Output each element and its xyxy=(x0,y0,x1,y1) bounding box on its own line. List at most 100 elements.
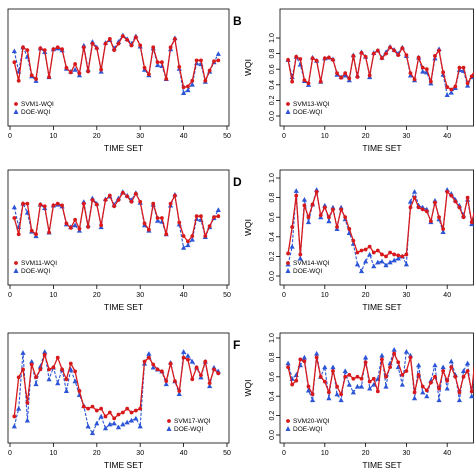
data-point-doe xyxy=(285,360,291,366)
panel-letter: B xyxy=(233,14,242,28)
data-point-svm xyxy=(177,64,182,69)
data-point-svm xyxy=(29,73,34,78)
data-point-svm xyxy=(173,37,177,41)
data-point-svm xyxy=(216,371,221,376)
data-point-svm xyxy=(186,357,190,362)
legend-marker-doe xyxy=(285,426,291,431)
data-point-svm xyxy=(103,41,108,46)
series-line-svm xyxy=(13,35,219,89)
data-point-doe xyxy=(33,381,39,387)
data-point-doe xyxy=(407,198,414,204)
data-point-doe xyxy=(102,425,109,431)
data-point-svm xyxy=(51,47,56,52)
x-tick-label: 30 xyxy=(403,450,411,457)
data-point-svm xyxy=(449,87,454,92)
data-point-svm xyxy=(314,355,319,360)
x-tick-label: 40 xyxy=(443,450,451,457)
data-point-svm xyxy=(339,207,344,212)
data-point-svm xyxy=(384,254,388,259)
data-point-svm xyxy=(290,225,295,229)
data-point-svm xyxy=(155,216,160,220)
data-point-doe xyxy=(154,218,161,223)
data-point-svm xyxy=(367,73,372,78)
data-point-doe xyxy=(89,430,96,436)
data-point-svm xyxy=(461,215,466,220)
data-point-svm xyxy=(73,369,77,374)
data-point-svm xyxy=(428,219,433,224)
data-point-svm xyxy=(286,365,290,369)
data-point-svm xyxy=(21,367,25,372)
data-point-svm xyxy=(81,45,86,50)
data-point-svm xyxy=(371,376,376,381)
x-axis-label: TIME SET xyxy=(104,302,143,312)
data-point-svm xyxy=(142,65,147,70)
data-point-svm xyxy=(400,372,405,377)
x-tick-label: 30 xyxy=(403,133,411,140)
data-point-doe xyxy=(107,421,113,427)
data-point-svm xyxy=(81,404,86,409)
data-point-svm xyxy=(331,57,335,62)
data-point-svm xyxy=(77,71,82,76)
data-point-svm xyxy=(129,43,134,48)
data-point-svm xyxy=(203,78,208,83)
data-point-doe xyxy=(403,261,409,267)
data-point-doe xyxy=(456,397,463,403)
data-point-svm xyxy=(86,69,91,74)
data-point-svm xyxy=(433,200,437,205)
data-point-svm xyxy=(335,225,339,229)
data-point-svm xyxy=(322,205,327,210)
y-tick-label: 1.0 xyxy=(269,173,276,183)
data-point-svm xyxy=(16,232,21,237)
data-point-svm xyxy=(81,201,86,206)
data-point-doe xyxy=(416,362,422,368)
panel-4: 0 10 20 30 40 TIME SET 0.0 0.2 0.4 0.6 0.8 1.0 WQI D S… xyxy=(233,169,474,312)
data-point-svm xyxy=(347,227,352,231)
data-point-svm xyxy=(318,213,323,218)
data-point-svm xyxy=(55,355,60,360)
data-point-svm xyxy=(60,367,64,372)
data-point-svm xyxy=(129,199,134,204)
data-point-doe xyxy=(133,415,139,421)
x-axis-label: TIME SET xyxy=(104,143,143,153)
x-tick-label: 40 xyxy=(443,133,451,140)
data-point-svm xyxy=(351,54,356,58)
plot-area xyxy=(285,347,474,403)
data-point-doe xyxy=(358,383,365,389)
data-point-svm xyxy=(181,234,186,238)
data-point-svm xyxy=(133,408,138,413)
data-point-doe xyxy=(411,189,418,194)
data-point-doe xyxy=(289,244,295,249)
data-point-svm xyxy=(142,221,147,226)
data-point-doe xyxy=(379,258,385,264)
data-point-svm xyxy=(441,369,446,373)
data-point-svm xyxy=(420,384,425,389)
data-point-svm xyxy=(380,56,384,61)
data-point-svm xyxy=(396,360,401,365)
data-point-svm xyxy=(355,75,360,79)
data-point-doe xyxy=(124,419,130,425)
panel-letter: F xyxy=(233,338,240,352)
data-point-svm xyxy=(99,67,104,72)
data-point-svm xyxy=(12,60,17,65)
series-line-svm xyxy=(287,190,474,258)
data-point-svm xyxy=(322,56,327,61)
data-point-svm xyxy=(343,374,348,379)
data-point-doe xyxy=(309,397,316,403)
data-point-svm xyxy=(25,48,30,53)
data-point-doe xyxy=(189,237,195,242)
data-point-doe xyxy=(338,397,344,403)
data-point-svm xyxy=(461,65,466,70)
x-tick-label: 30 xyxy=(136,450,144,457)
data-point-doe xyxy=(185,87,191,93)
y-axis-label: WQI xyxy=(243,219,253,236)
data-point-svm xyxy=(129,410,134,415)
legend-label: SVM20-WQI xyxy=(293,418,330,425)
data-point-svm xyxy=(68,226,73,230)
x-tick-label: 10 xyxy=(50,292,58,299)
series-line-doe xyxy=(287,45,474,96)
data-point-doe xyxy=(383,383,389,389)
data-point-doe xyxy=(465,360,471,366)
panel-2: 0 10 20 30 40 TIME SET 0.0 0.2 0.4 0.6 0.8 1.0 WQI B S… xyxy=(233,8,474,153)
data-point-svm xyxy=(355,374,360,379)
